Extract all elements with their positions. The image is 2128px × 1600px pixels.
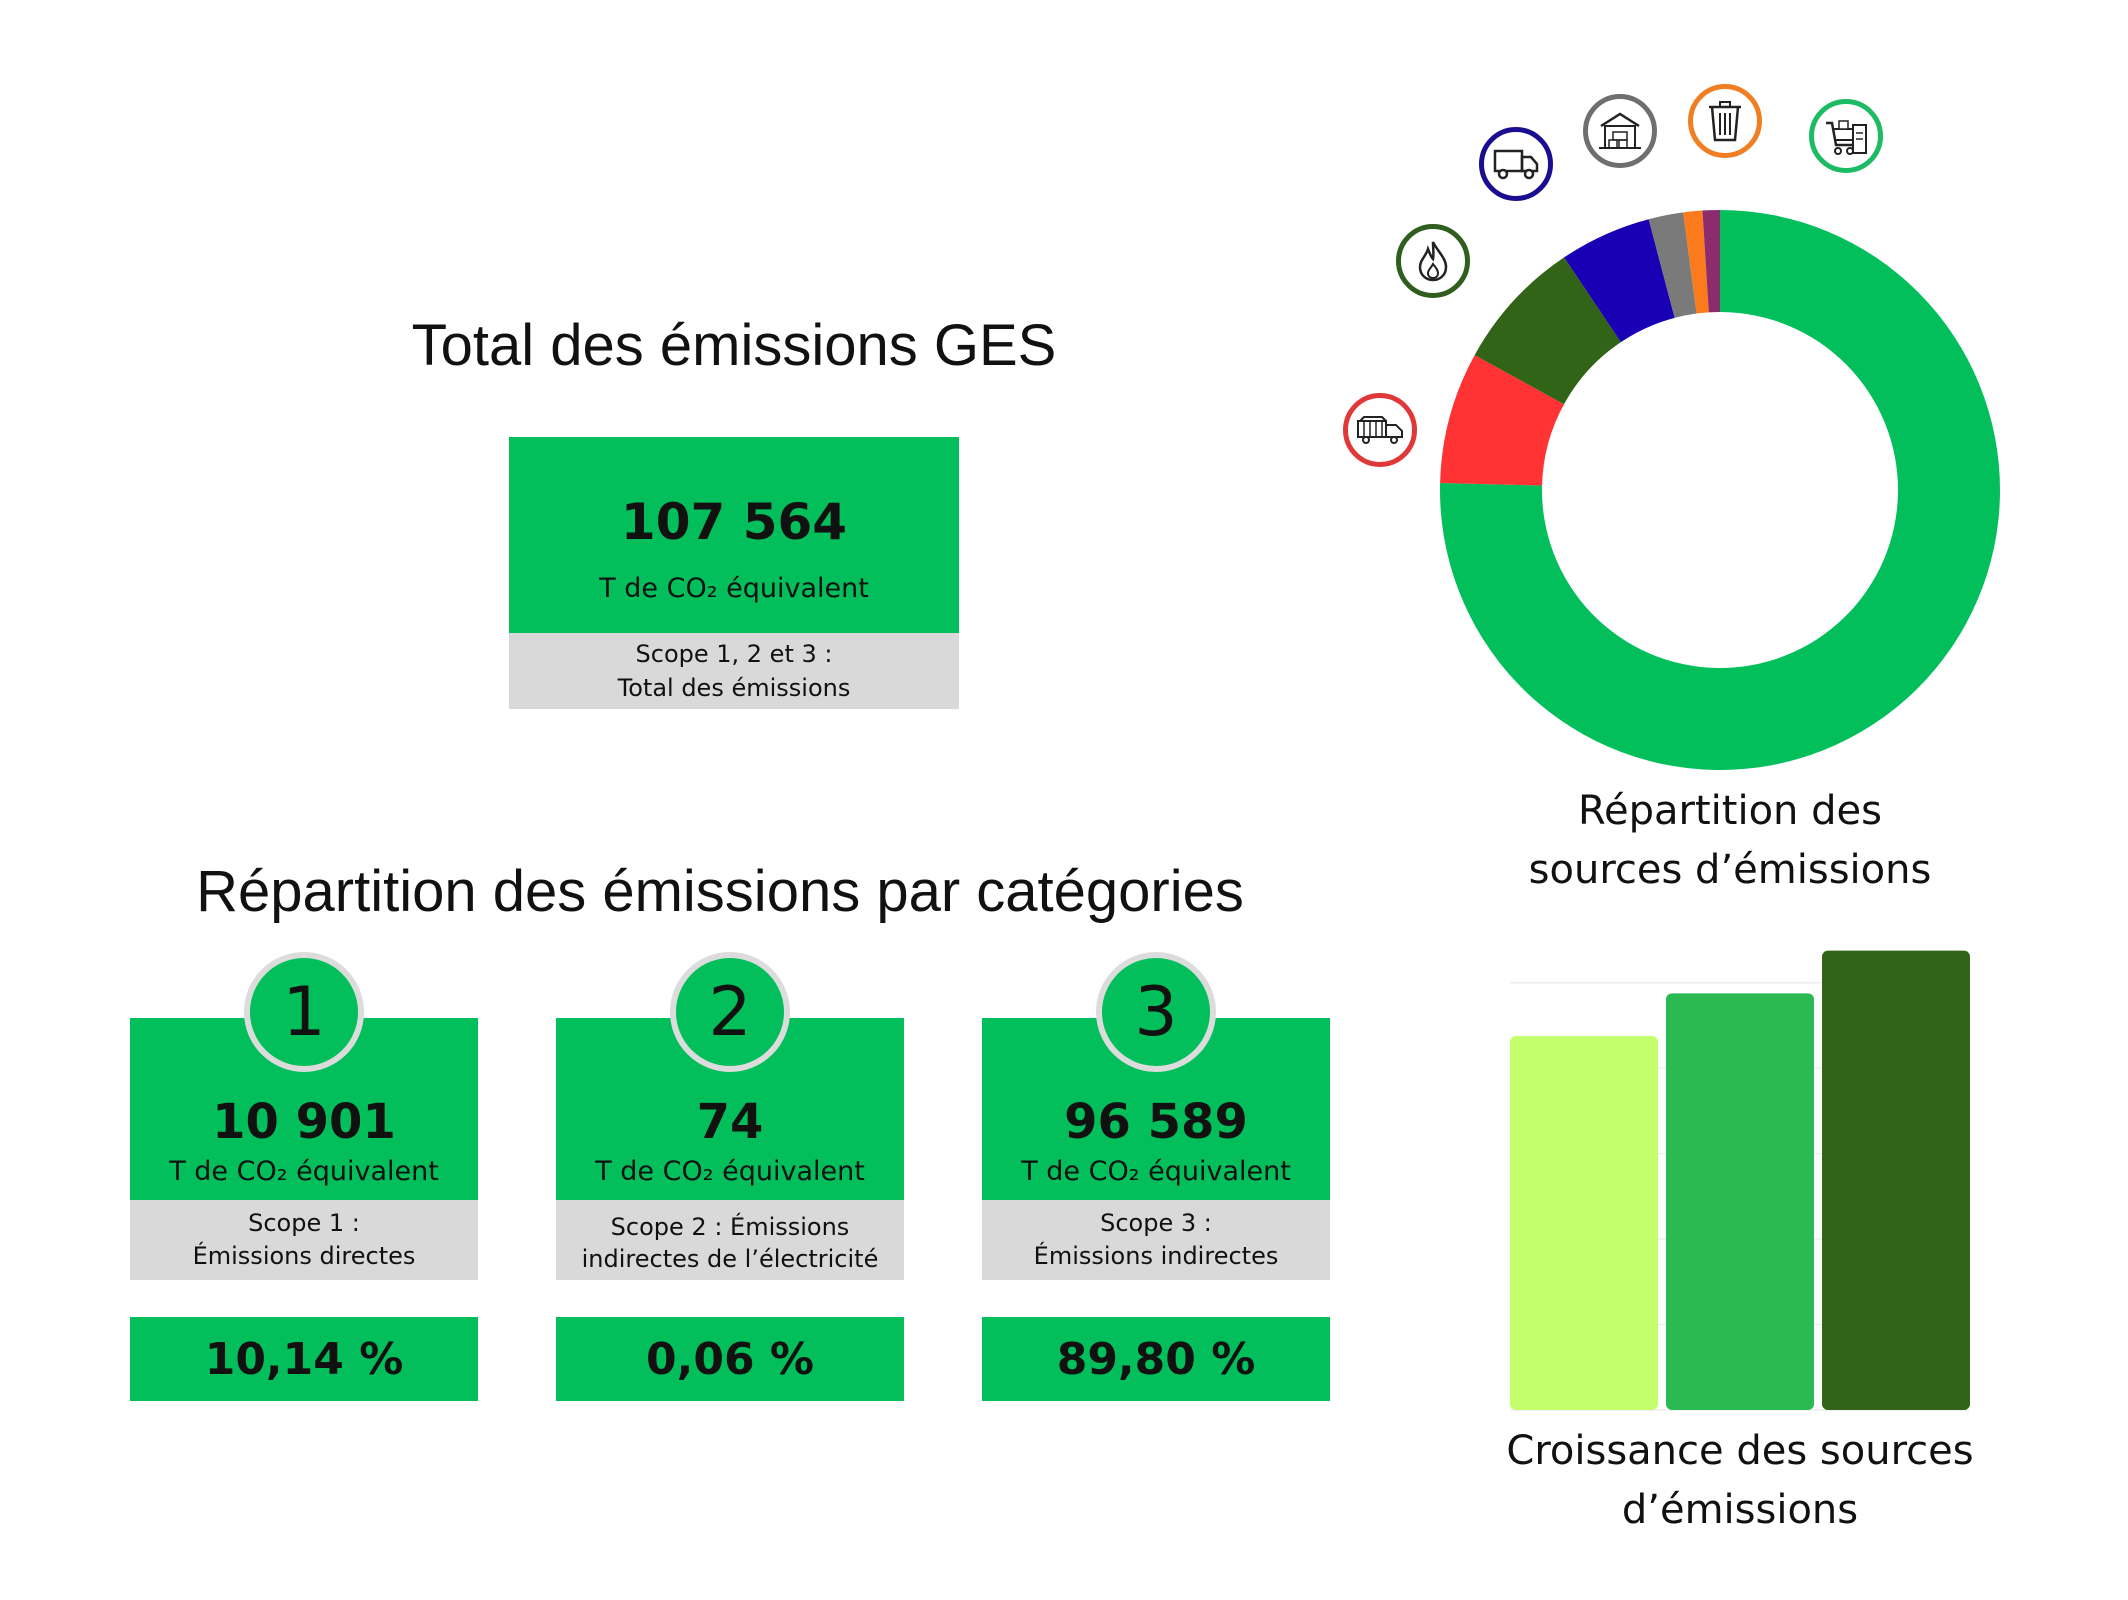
total-scope-line2: Total des émissions xyxy=(617,674,851,702)
bar-1 xyxy=(1666,993,1814,1410)
scope1-scope-line2: Émissions directes xyxy=(192,1242,416,1270)
scope2-scope-line2: indirectes de l’électricité xyxy=(581,1245,879,1273)
scope3-scope-line2: Émissions indirectes xyxy=(1033,1242,1279,1270)
scope2-scope-panel: Scope 2 : Émissions indirectes de l’élec… xyxy=(556,1200,904,1280)
bar-caption-line2: d’émissions xyxy=(1621,1487,1859,1533)
total-value: 107 564 xyxy=(620,493,848,551)
categories-title: Répartition des émissions par catégories xyxy=(196,859,1244,924)
delivery-truck-icon xyxy=(1479,127,1553,201)
warehouse-icon xyxy=(1583,94,1657,168)
trash-bin-icon xyxy=(1688,84,1762,158)
scope1-scope-line1: Scope 1 : xyxy=(248,1209,360,1237)
total-scope-panel: Scope 1, 2 et 3 : Total des émissions xyxy=(509,633,959,709)
donut-caption-line1: Répartition des xyxy=(1578,788,1882,834)
scope1-unit: T de CO₂ équivalent xyxy=(169,1156,439,1187)
scope3-value-panel: 96 589 T de CO₂ équivalent xyxy=(982,1018,1330,1200)
scope3-unit: T de CO₂ équivalent xyxy=(1021,1156,1291,1187)
donut-slice-4 xyxy=(1648,212,1697,318)
scope3-percent: 89,80 % xyxy=(982,1317,1330,1401)
scope3-scope-panel: Scope 3 : Émissions indirectes xyxy=(982,1200,1330,1280)
scope2-value: 74 xyxy=(696,1094,764,1150)
flame-icon xyxy=(1396,224,1470,298)
scope1-value: 10 901 xyxy=(212,1094,396,1150)
bar-caption-line1: Croissance des sources xyxy=(1506,1428,1974,1474)
scope3-scope-line1: Scope 3 : xyxy=(1100,1209,1212,1237)
scope1-badge: 1 xyxy=(244,952,364,1072)
donut-caption-line2: sources d’émissions xyxy=(1528,847,1932,893)
total-unit: T de CO₂ équivalent xyxy=(599,573,869,604)
scope1-card: 10 901 T de CO₂ équivalent 1 Scope 1 : É… xyxy=(130,952,478,1280)
total-value-panel: 107 564 T de CO₂ équivalent xyxy=(509,437,959,633)
scope1-percent: 10,14 % xyxy=(130,1317,478,1401)
donut-slice-1 xyxy=(1440,355,1565,486)
donut-slice-5 xyxy=(1683,210,1709,314)
scope2-badge: 2 xyxy=(670,952,790,1072)
emission-sources-donut-chart xyxy=(1440,210,2000,770)
donut-slice-0 xyxy=(1440,210,2000,770)
emission-growth-bar-chart xyxy=(1510,950,1970,1411)
total-emissions-card: 107 564 T de CO₂ équivalent Scope 1, 2 e… xyxy=(509,437,959,709)
donut-slice-2 xyxy=(1474,257,1621,405)
bar-0 xyxy=(1510,1036,1658,1410)
truck-load-icon xyxy=(1343,393,1417,467)
total-title: Total des émissions GES xyxy=(411,313,1057,378)
donut-slice-6 xyxy=(1702,210,1720,313)
scope3-value: 96 589 xyxy=(1064,1094,1248,1150)
bar-2 xyxy=(1822,950,1970,1410)
total-scope-line1: Scope 1, 2 et 3 : xyxy=(635,640,833,668)
donut-slice-3 xyxy=(1564,219,1675,343)
scope2-card: 74 T de CO₂ équivalent 2 Scope 2 : Émiss… xyxy=(556,952,904,1280)
scope2-scope-line1: Scope 2 : Émissions xyxy=(610,1213,850,1241)
scope2-unit: T de CO₂ équivalent xyxy=(595,1156,865,1187)
scope1-scope-panel: Scope 1 : Émissions directes xyxy=(130,1200,478,1280)
scope3-badge: 3 xyxy=(1096,952,1216,1072)
shopping-supplies-icon xyxy=(1809,99,1883,173)
scope3-card: 96 589 T de CO₂ équivalent 3 Scope 3 : É… xyxy=(982,952,1330,1280)
scope2-percent: 0,06 % xyxy=(556,1317,904,1401)
